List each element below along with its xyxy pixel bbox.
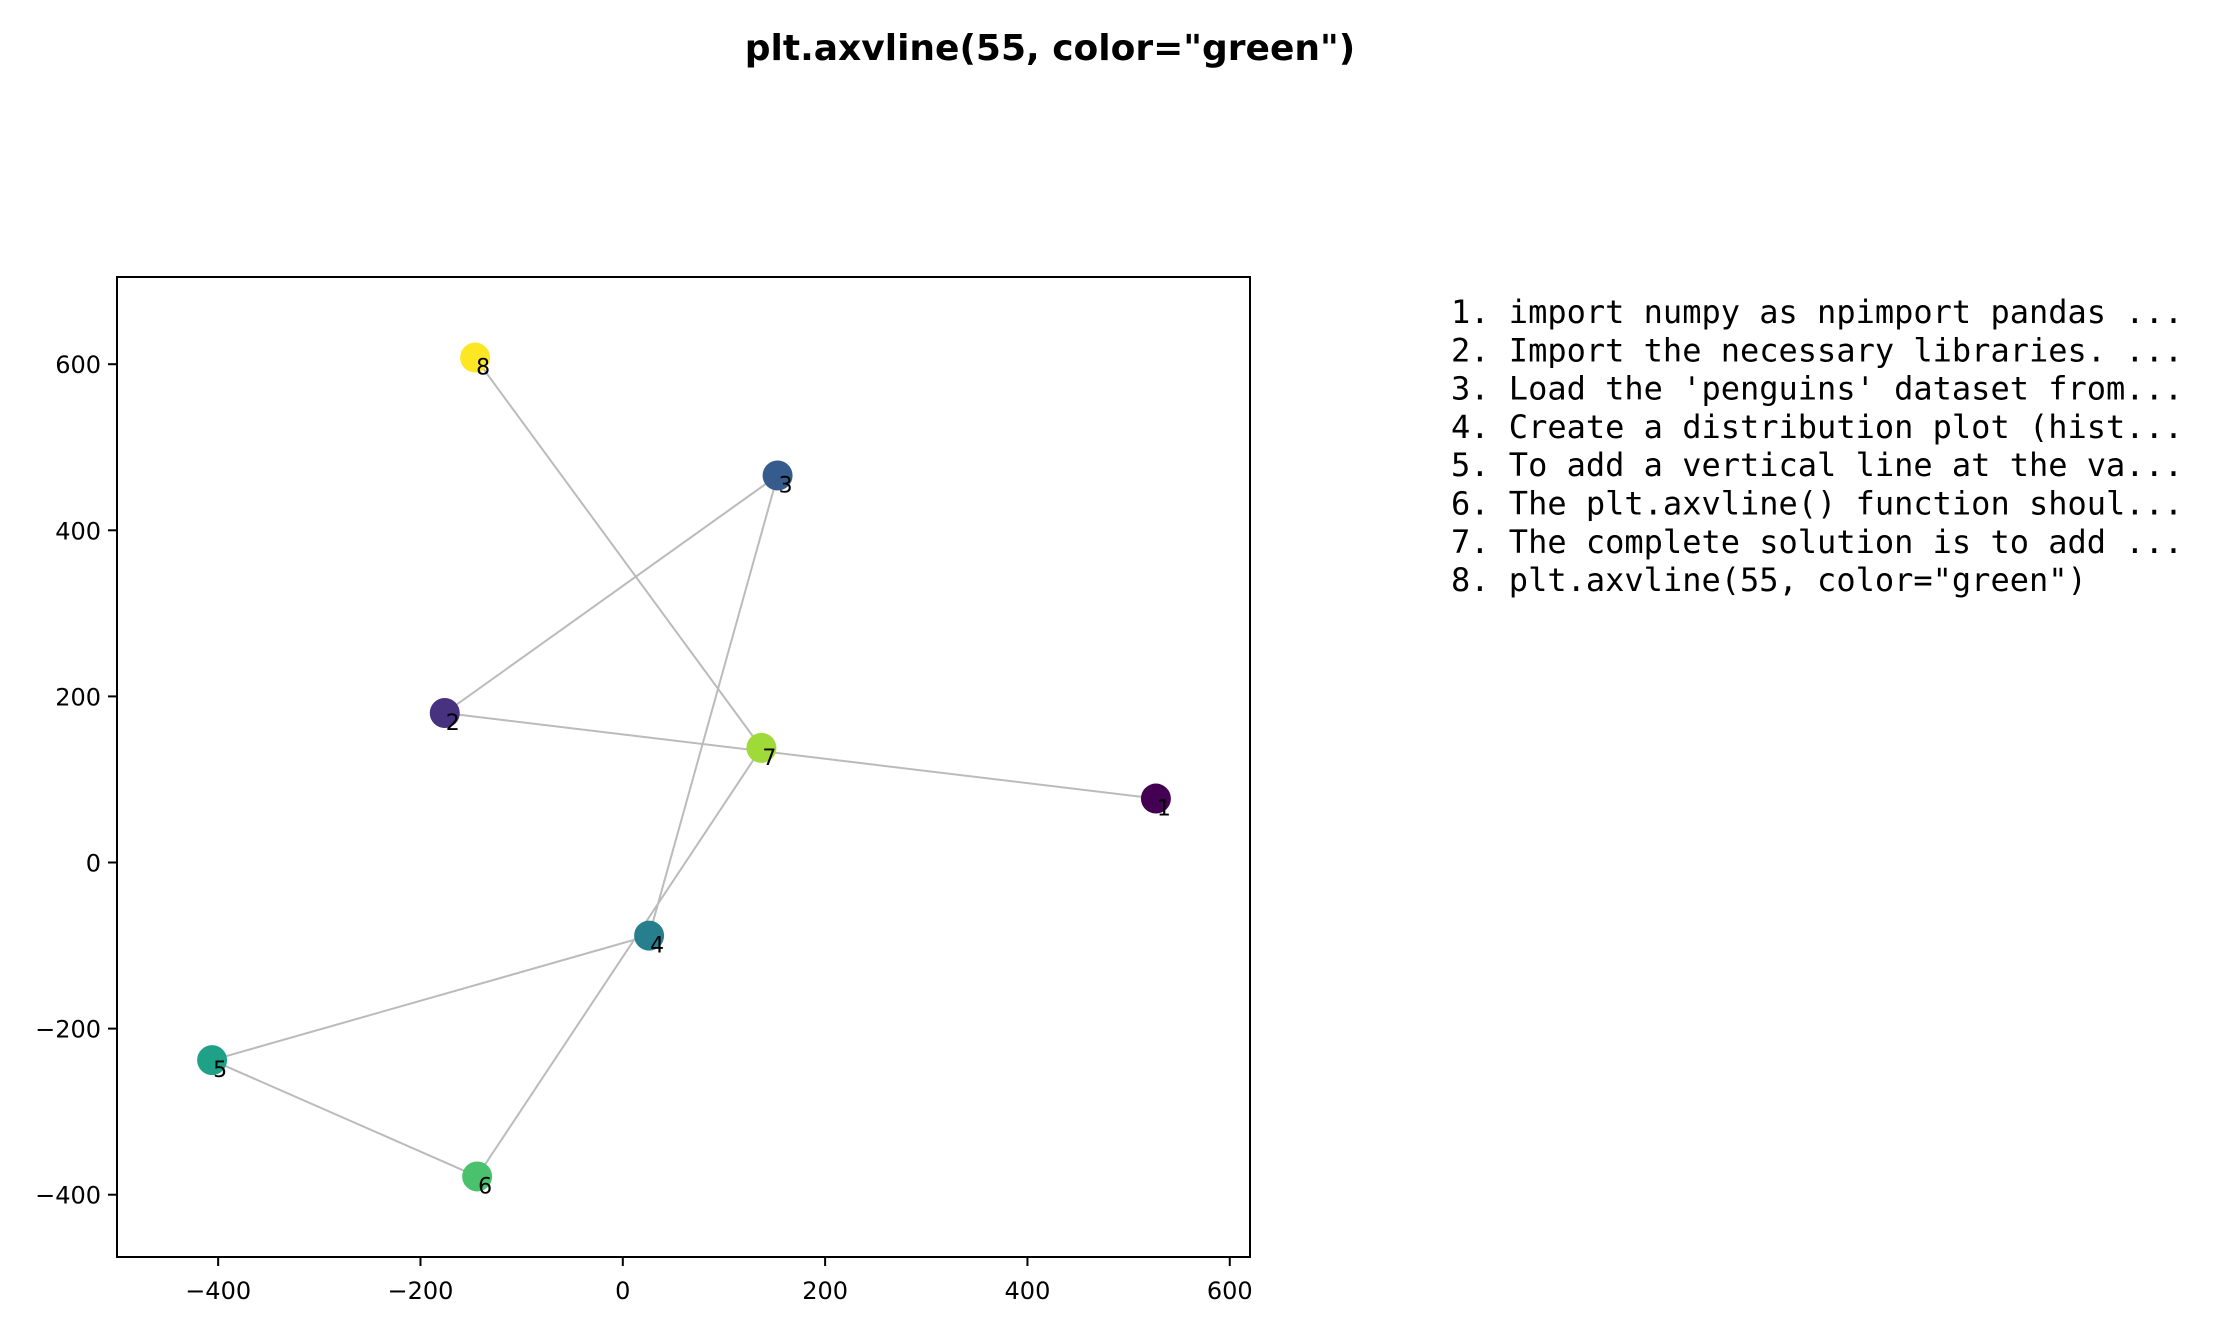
connector-line: [211, 1059, 478, 1178]
legend-line: 1. import numpy as npimport pandas ...: [1451, 293, 2183, 331]
data-point: [462, 1161, 493, 1192]
data-point: [634, 920, 665, 951]
point-label: 4: [650, 934, 664, 959]
legend-line: 8. plt.axvline(55, color="green"): [1451, 561, 2087, 599]
connector-line: [476, 747, 763, 1177]
point-label: 6: [478, 1174, 492, 1199]
data-point: [746, 732, 777, 763]
point-label: 5: [213, 1058, 227, 1083]
legend-line: 2. Import the necessary libraries. ...: [1451, 331, 2183, 369]
data-point: [429, 698, 460, 729]
axes-frame: [116, 276, 1251, 1258]
x-tick-label: 0: [615, 1277, 630, 1305]
plot-area: 1 2 3 4 5 6 7 8 −400 −200 0 200 400 600 −400 −200 0 200 40…: [35, 276, 1253, 1305]
legend-line: 5. To add a vertical line at the va...: [1451, 446, 2183, 484]
x-tick-label: −400: [185, 1277, 251, 1305]
legend-line: 3. Load the 'penguins' dataset from...: [1451, 370, 2183, 408]
step-legend: 1. import numpy as npimport pandas ...2.…: [1451, 293, 2183, 599]
data-point: [1140, 783, 1171, 814]
chart-title: plt.axvline(55, color="green"): [745, 28, 1355, 69]
point-label: 8: [476, 356, 490, 381]
connector-line: [474, 356, 763, 749]
x-tick-label: 200: [802, 1277, 848, 1305]
legend-line: 7. The complete solution is to add ...: [1451, 523, 2183, 561]
connector-line: [648, 475, 779, 936]
data-point: [460, 342, 491, 373]
y-tick-label: 200: [55, 683, 101, 711]
data-point: [762, 460, 793, 491]
x-tick-label: 400: [1005, 1277, 1051, 1305]
y-tick-label: −200: [35, 1016, 101, 1044]
point-label: 2: [446, 711, 460, 736]
y-tick-label: 600: [55, 351, 101, 379]
point-label: 3: [779, 473, 793, 498]
data-point: [197, 1045, 228, 1076]
connector-line: [211, 934, 650, 1062]
y-tick-label: 0: [86, 850, 101, 878]
connector-line: [444, 474, 779, 714]
x-tick-label: 600: [1207, 1277, 1253, 1305]
y-tick-label: 400: [55, 517, 101, 545]
y-tick-label: −400: [35, 1182, 101, 1210]
legend-line: 6. The plt.axvline() function shoul...: [1451, 485, 2183, 523]
connector-line: [444, 712, 1157, 800]
legend-line: 4. Create a distribution plot (hist...: [1451, 408, 2183, 446]
x-tick-label: −200: [388, 1277, 454, 1305]
point-label: 7: [762, 746, 776, 771]
point-label: 1: [1157, 797, 1171, 822]
